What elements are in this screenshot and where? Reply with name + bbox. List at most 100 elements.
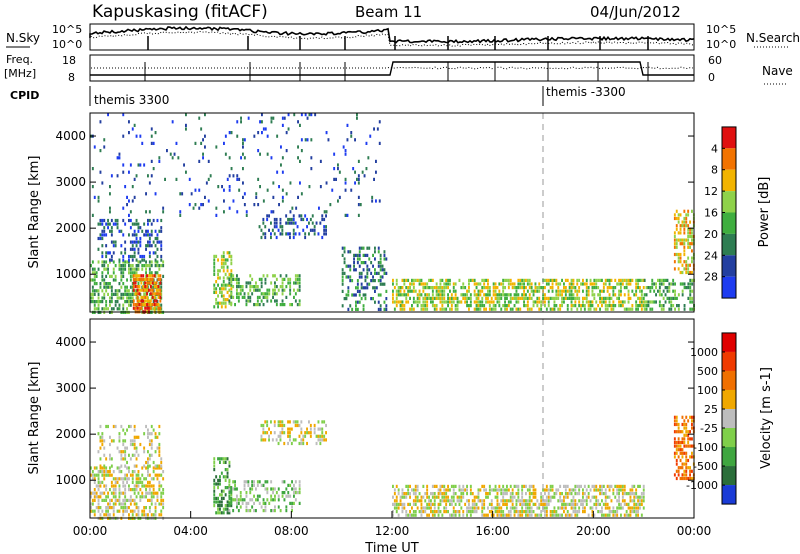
heatmap-cell [160,513,163,517]
heatmap-cell [147,470,149,474]
heatmap-cell [140,277,143,281]
heatmap-cell [431,495,434,499]
heatmap-cell [479,488,482,492]
heatmap-cell [681,422,684,427]
heatmap-cell [99,480,102,484]
heatmap-cell [614,495,617,499]
heatmap-cell [222,511,225,515]
heatmap-cell [414,513,417,517]
heatmap-cell [358,253,361,257]
heatmap-cell [313,427,316,431]
heatmap-cell [247,281,250,285]
heatmap-cell [101,435,104,439]
heatmap-cell [679,256,682,260]
heatmap-cell [148,484,151,488]
heatmap-cell [93,480,96,484]
heatmap-cell [572,286,575,290]
heatmap-cell [640,502,643,506]
heatmap-cell [606,513,609,517]
heatmap-cell [365,167,368,171]
heatmap-cell [226,486,229,490]
heatmap-cell [532,492,535,496]
heatmap-cell [245,213,248,217]
heatmap-cell [266,431,269,435]
heatmap-cell [599,510,601,514]
heatmap-cell [498,293,501,297]
heatmap-cell [564,293,567,297]
heatmap-cell [473,495,476,499]
heatmap-cell [148,267,151,271]
heatmap-cell [243,138,246,142]
heatmap-cell [379,279,382,283]
heatmap-cell [131,274,134,278]
heatmap-cell [222,258,225,262]
heatmap-cell [101,260,104,264]
heatmap-cell [366,246,369,250]
colorbar-tick-label: 24 [704,249,718,262]
heatmap-cell [264,480,267,484]
heatmap-cell [658,282,661,286]
heatmap-cell [294,299,297,303]
heatmap-cell [397,492,400,496]
heatmap-cell [576,289,579,293]
heatmap-cell [689,282,692,286]
heatmap-cell [137,513,140,517]
heatmap-cell [490,506,493,510]
heatmap-cell [685,260,688,264]
heatmap-cell [377,246,380,250]
heatmap-cell [532,510,535,514]
heatmap-cell [381,282,384,286]
heatmap-cell [268,292,271,296]
heatmap-cell [483,513,486,517]
heatmap-cell [673,252,676,257]
heatmap-cell [668,282,671,286]
heatmap-cell [289,181,292,185]
heatmap-cell [154,435,157,439]
heatmap-cell [232,274,235,278]
heatmap-cell [230,277,233,281]
heatmap-cell [473,307,476,311]
heatmap-cell [414,289,417,293]
heatmap-cell [370,261,373,265]
heatmap-cell [526,289,529,293]
heatmap-cell [131,442,134,447]
heatmap-cell [222,301,225,305]
heatmap-cell [673,444,676,448]
heatmap-cell [618,278,620,282]
heatmap-cell [555,492,558,496]
heatmap-cell [162,274,165,278]
heatmap-cell [409,492,411,496]
heatmap-cell [367,156,370,160]
heatmap-cell [224,287,227,291]
heatmap-cell [481,510,484,514]
heatmap-cell [599,488,601,492]
heatmap-cell [294,480,297,484]
heatmap-cell [469,506,472,510]
heatmap-cell [171,120,174,124]
heatmap-cell [587,300,590,304]
heatmap-cell [151,295,154,299]
heatmap-cell [145,513,147,517]
heatmap-cell [666,296,669,300]
heatmap-cell [222,251,225,255]
heatmap-cell [281,156,284,160]
heatmap-cell [356,257,359,261]
heatmap-cell [504,492,506,496]
heatmap-cell [153,285,156,289]
heatmap-cell [574,492,577,496]
velocity-heatmap-cells [90,415,695,520]
heatmap-cell [226,457,229,461]
heatmap-cell [226,251,229,255]
heatmap-cell [152,491,155,495]
heatmap-cell [540,499,543,503]
heatmap-cell [103,292,106,296]
heatmap-cell [266,295,269,299]
heatmap-cell [124,292,127,296]
heatmap-cell [230,287,233,291]
heatmap-cell [156,233,159,237]
heatmap-cell [366,286,369,290]
heatmap-cell [150,484,153,488]
heatmap-cell [673,430,676,434]
heatmap-cell [366,275,369,279]
heatmap-cell [162,470,165,474]
